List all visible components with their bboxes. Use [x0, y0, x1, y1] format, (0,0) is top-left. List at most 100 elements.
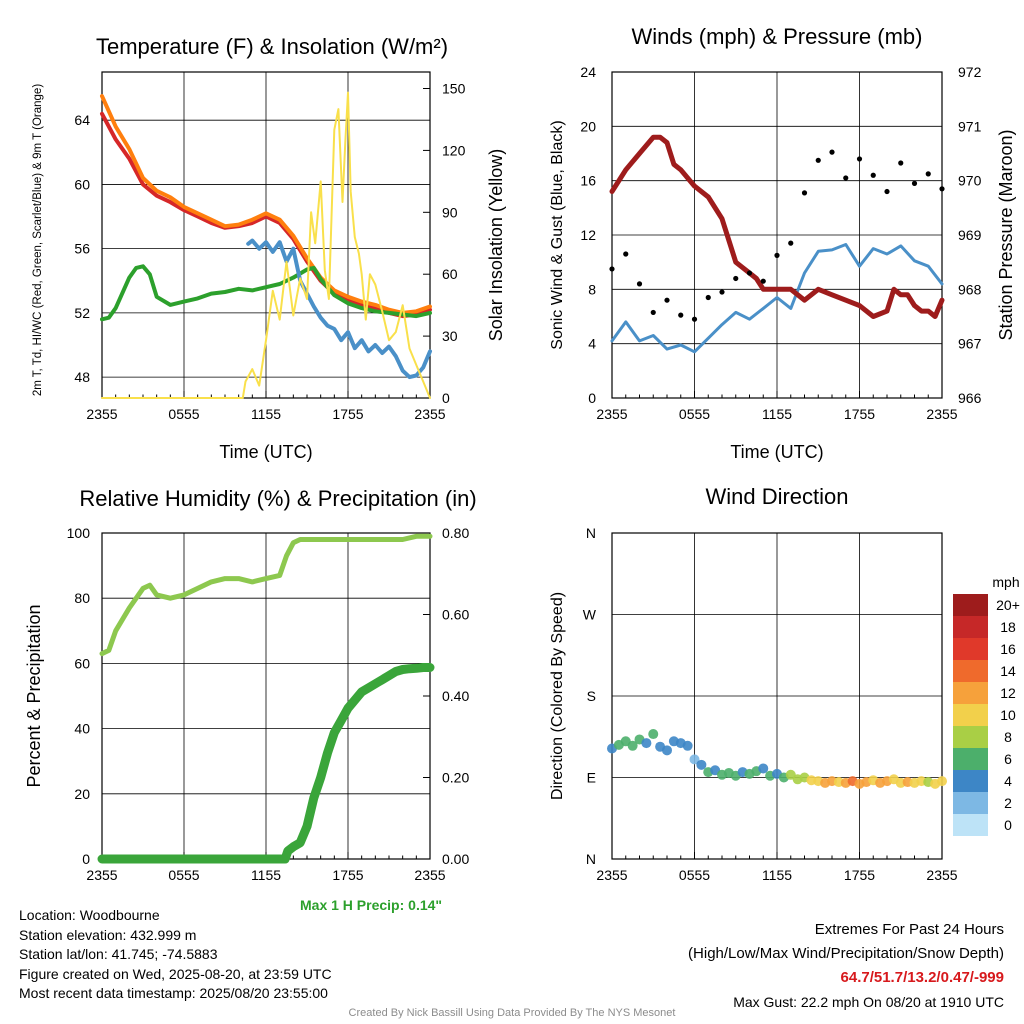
colorbar-label: 4: [1004, 773, 1012, 789]
extremes-panel: Extremes For Past 24 Hours (High/Low/Max…: [688, 918, 1004, 1014]
gust-point: [788, 240, 794, 246]
gust-point: [939, 186, 945, 192]
y2-tick-label: 0.60: [442, 607, 469, 623]
credit-line: Created By Nick Bassill Using Data Provi…: [348, 1007, 676, 1019]
gust-point: [705, 294, 711, 301]
y-tick-label: 0: [588, 390, 596, 406]
x-tick-label: 1155: [762, 406, 792, 422]
x-tick-label: 1755: [332, 406, 363, 422]
y-axis-label: Percent & Precipitation: [24, 604, 44, 787]
y2-tick-label: 969: [958, 227, 982, 243]
gust-point: [650, 309, 656, 316]
y2-tick-label: 0.40: [442, 688, 469, 704]
y-axis-label: Sonic Wind & Gust (Blue, Black): [549, 120, 566, 349]
y-tick-label: 0: [82, 851, 90, 867]
gust-point: [801, 190, 808, 196]
y2-axis-label: Station Pressure (Maroon): [996, 129, 1016, 340]
figure-created: Figure created on Wed, 2025-08-20, at 23…: [19, 965, 332, 982]
y2-tick-label: 967: [958, 336, 982, 352]
y2-tick-label: 968: [958, 281, 982, 297]
y-tick-label: 100: [67, 525, 91, 541]
y2-tick-label: 60: [442, 266, 458, 282]
chart-title-winds: Winds (mph) & Pressure (mb): [632, 24, 923, 49]
gust-point: [609, 266, 615, 272]
gust-point: [623, 251, 629, 257]
y2-tick-label: 150: [442, 81, 466, 97]
y-tick-label: 60: [74, 655, 90, 671]
y2-tick-label: 30: [442, 328, 458, 344]
y-tick-label: 8: [588, 281, 596, 297]
x-tick-label: 2355: [86, 406, 117, 422]
y-tick-label: 60: [74, 176, 90, 192]
colorbar-cell: [953, 792, 988, 814]
series-hi-wc: [246, 238, 432, 380]
x-tick-label: 1755: [844, 867, 875, 883]
y-tick-label: W: [583, 607, 597, 623]
colorbar-cell: [953, 704, 988, 726]
y2-tick-label: 971: [958, 118, 982, 134]
gust-point: [870, 172, 876, 178]
series-relative-humidity: [99, 533, 433, 657]
series-sonic-wind: [610, 243, 944, 354]
station-location: Location: Woodbourne: [19, 907, 160, 923]
extremes-values: 64.7/51.7/13.2/0.47/-999: [840, 969, 1004, 986]
x-tick-label: 1155: [762, 867, 792, 883]
colorbar-label: 14: [1000, 663, 1016, 679]
y-tick-label: N: [586, 525, 596, 541]
colorbar-cell: [953, 638, 988, 660]
x-tick-label: 2355: [596, 867, 627, 883]
x-tick-label: 0555: [168, 867, 199, 883]
gust-point: [664, 297, 670, 303]
colorbar-cell: [953, 748, 988, 770]
gust-point: [760, 278, 766, 284]
y-tick-label: 48: [74, 369, 90, 385]
y2-tick-label: 0.00: [442, 851, 469, 867]
gust-point: [719, 289, 725, 295]
series-station-pressure: [609, 134, 945, 319]
colorbar-title: mph: [992, 574, 1019, 590]
colorbar-cell: [953, 594, 988, 616]
gust-point: [925, 171, 931, 177]
direction-point: [937, 776, 947, 787]
y-tick-label: 56: [74, 241, 90, 257]
gust-point: [829, 149, 835, 155]
y2-axis-label: Solar Insolation (Yellow): [486, 149, 506, 341]
x-tick-label: 2355: [414, 867, 445, 883]
x-tick-label: 1755: [844, 406, 875, 422]
colorbar-cell: [953, 726, 988, 748]
series-9m-t: [100, 94, 432, 315]
direction-point: [648, 729, 659, 740]
y2-tick-label: 970: [958, 173, 982, 189]
x-tick-label: 2355: [86, 867, 117, 883]
y2-tick-label: 966: [958, 390, 982, 406]
gust-point: [843, 175, 849, 181]
series-solar-insolation: [101, 91, 431, 399]
gust-point: [774, 252, 780, 258]
y2-tick-label: 90: [442, 204, 458, 220]
chart-title-direction: Wind Direction: [705, 484, 848, 509]
gust-point: [678, 312, 684, 318]
x-tick-label: 1155: [251, 406, 281, 422]
y-tick-label: 40: [74, 721, 90, 737]
direction-point: [689, 754, 700, 765]
y-tick-label: 20: [580, 118, 596, 134]
colorbar-label: 6: [1004, 751, 1012, 767]
x-tick-label: 2355: [926, 406, 957, 422]
y-tick-label: 20: [74, 786, 90, 802]
gust-point: [636, 281, 643, 287]
colorbar-cell: [953, 770, 988, 792]
series-2m-t: [100, 111, 432, 319]
direction-point: [758, 763, 769, 774]
y-tick-label: 52: [74, 305, 90, 321]
colorbar-label: 18: [1000, 619, 1016, 635]
y2-tick-label: 120: [442, 142, 466, 158]
y-tick-label: 24: [580, 64, 596, 80]
y-tick-label: 64: [74, 112, 90, 128]
chart-title-temperature: Temperature (F) & Insolation (W/m²): [96, 34, 448, 59]
x-tick-label: 2355: [414, 406, 445, 422]
colorbar-cell: [953, 682, 988, 704]
gust-point: [898, 160, 904, 166]
y-axis-label: 2m T, Td, HI/WC (Red, Green, Scarlet/Blu…: [32, 84, 44, 396]
direction-point: [682, 740, 693, 751]
